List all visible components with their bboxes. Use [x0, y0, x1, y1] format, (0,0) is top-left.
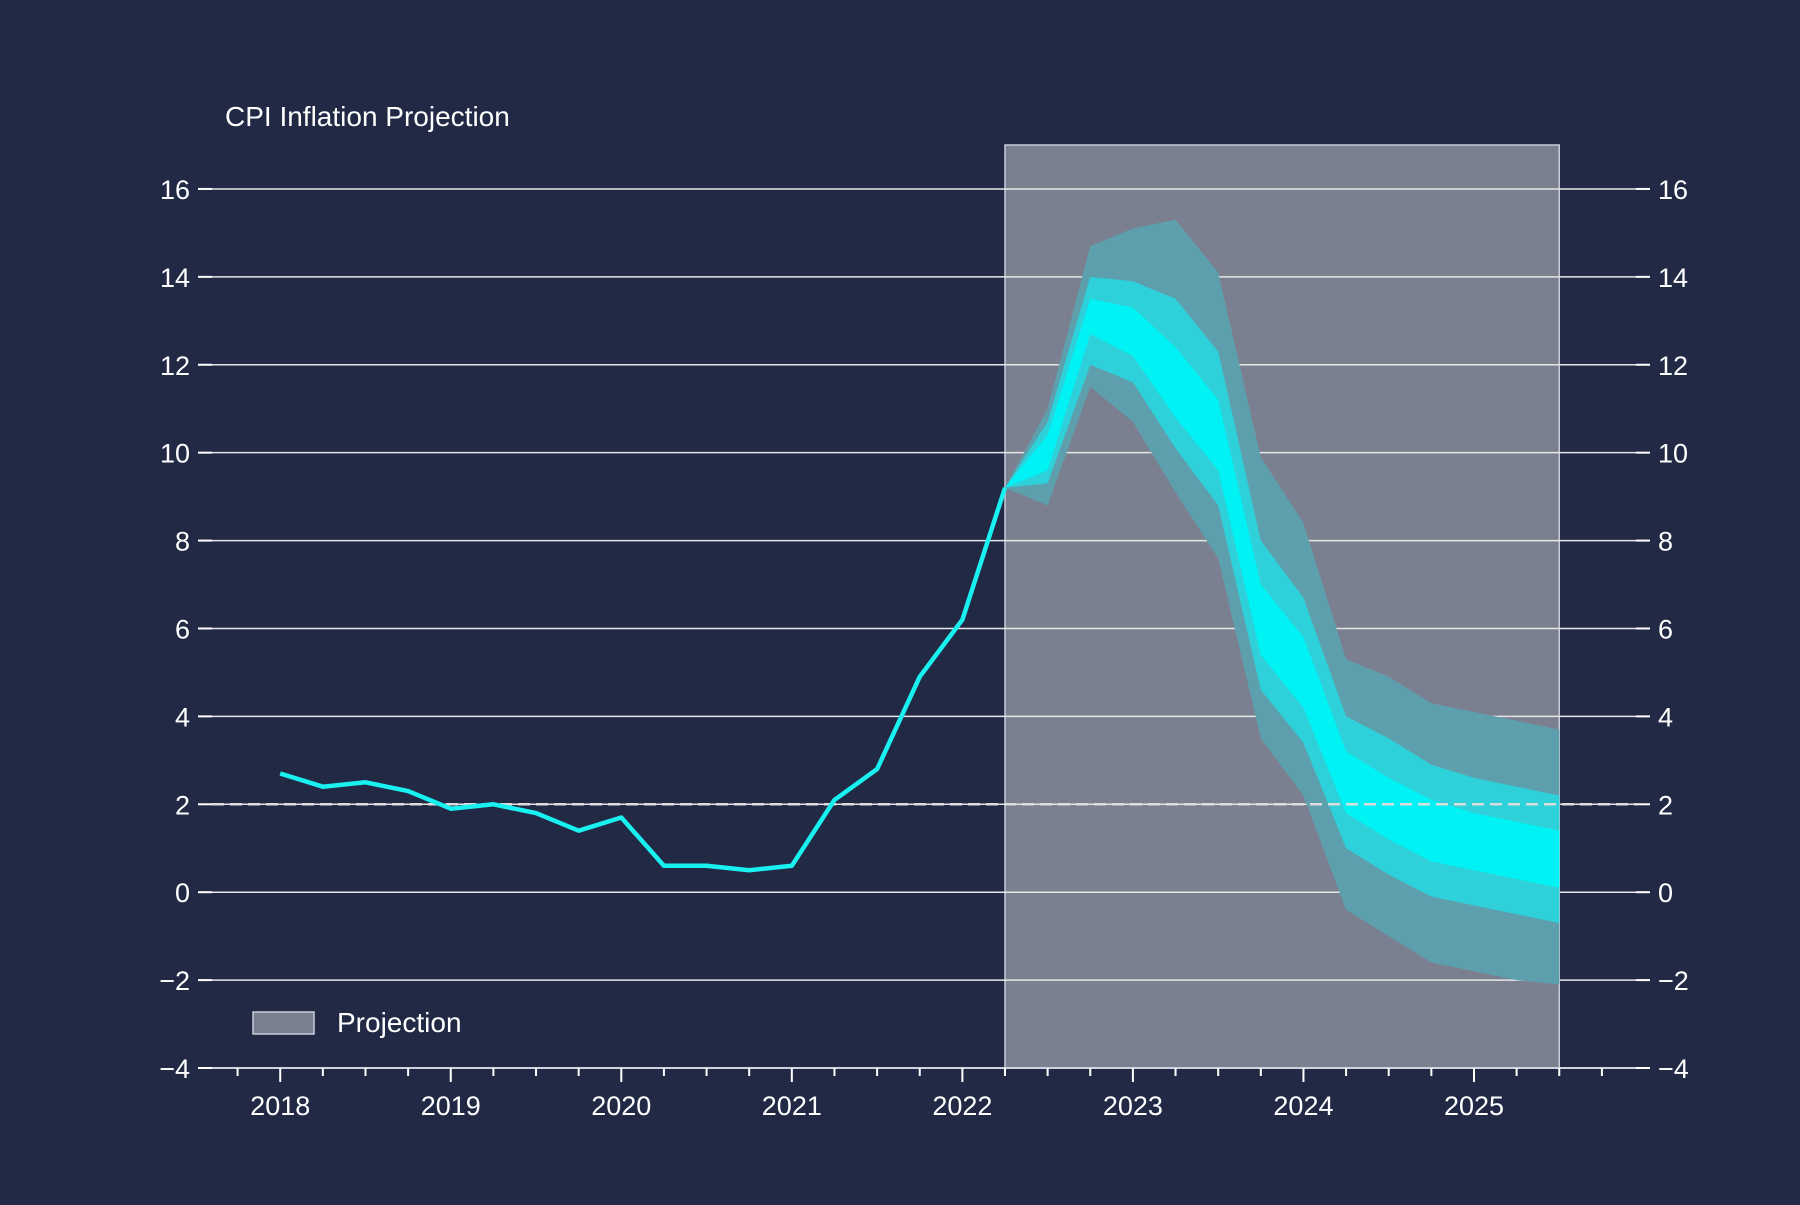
legend-label-projection: Projection: [337, 1007, 462, 1038]
axes-layer: 2018 2019 2020 2021 2022 2023 2024 2025−4 −4−2 −2…: [159, 175, 1689, 1121]
y-tick-label-right: 0: [1658, 878, 1673, 908]
y-tick-label-right: 16: [1658, 175, 1688, 205]
legend: Projection: [252, 1007, 462, 1038]
y-tick-label-right: 6: [1658, 614, 1673, 644]
fan-band-middle: [1005, 276, 1560, 923]
series-layer: [279, 487, 1008, 873]
y-tick-label-left: 4: [175, 702, 190, 732]
y-tick-label-right: 14: [1658, 263, 1688, 293]
x-tick-label: 2020: [591, 1091, 651, 1121]
gridlines-layer: [212, 188, 1636, 981]
fan-band-inner: [1005, 298, 1560, 888]
y-tick-label-right: 10: [1658, 439, 1688, 469]
y-tick-label-left: 8: [175, 527, 190, 557]
chart-title: CPI Inflation Projection: [225, 101, 510, 132]
fan-bands-layer: [1005, 219, 1560, 985]
y-tick-label-left: 14: [160, 263, 190, 293]
y-tick-label-left: 6: [175, 614, 190, 644]
x-tick-label: 2018: [250, 1091, 310, 1121]
y-tick-label-right: 8: [1658, 527, 1673, 557]
y-tick-label-left: 0: [175, 878, 190, 908]
y-tick-label-right: 2: [1658, 790, 1673, 820]
x-tick-label: 2022: [932, 1091, 992, 1121]
legend-swatch-projection: [252, 1011, 315, 1035]
y-tick-label-left: 10: [160, 439, 190, 469]
x-tick-label: 2023: [1103, 1091, 1163, 1121]
cpi-series-line: [279, 487, 1008, 873]
x-tick-label: 2024: [1273, 1091, 1333, 1121]
y-tick-label-right: 12: [1658, 351, 1688, 381]
x-tick-label: 2025: [1444, 1091, 1504, 1121]
y-tick-label-right: −4: [1658, 1054, 1689, 1084]
y-tick-label-right: 4: [1658, 702, 1673, 732]
y-tick-label-left: −4: [159, 1054, 190, 1084]
y-tick-label-right: −2: [1658, 966, 1689, 996]
y-tick-label-left: 12: [160, 351, 190, 381]
x-tick-label: 2021: [762, 1091, 822, 1121]
y-tick-label-left: 2: [175, 790, 190, 820]
y-tick-label-left: 16: [160, 175, 190, 205]
x-tick-label: 2019: [421, 1091, 481, 1121]
y-tick-label-left: −2: [159, 966, 190, 996]
